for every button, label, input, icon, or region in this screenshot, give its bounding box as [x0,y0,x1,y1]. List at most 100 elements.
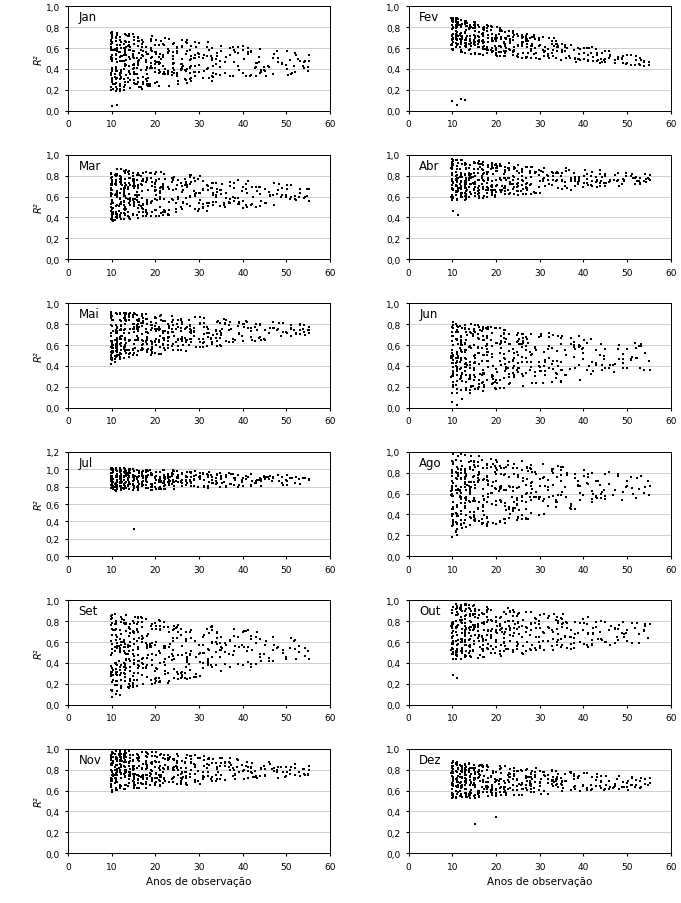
Point [185,326,196,340]
Point [451,41,462,55]
Point [622,634,633,648]
Point [478,366,489,380]
Point [446,621,457,636]
Point [127,192,138,207]
Point [451,634,462,648]
Point [167,319,178,333]
Point [163,208,174,222]
Point [115,470,126,484]
Point [474,157,485,172]
Point [469,494,480,508]
Point [124,766,135,780]
Point [495,185,506,200]
Point [635,774,646,788]
Point [447,465,458,479]
Point [225,193,236,208]
Point [488,766,498,780]
Point [185,623,196,638]
Point [247,197,257,211]
Point [140,312,151,327]
Point [534,629,545,644]
Point [486,624,496,638]
Point [141,209,152,224]
Point [202,654,213,668]
Point [110,656,121,671]
Point [478,378,489,393]
Point [142,332,153,347]
Point [110,68,121,82]
Point [112,321,123,335]
Point [512,334,523,349]
Point [168,464,178,479]
Point [264,190,275,204]
Point [210,324,221,339]
Point [513,606,524,620]
Point [154,482,165,497]
Point [159,758,170,772]
Point [158,49,169,63]
Point [491,498,502,513]
Point [189,321,200,335]
Point [172,192,183,207]
Point [127,48,138,62]
Point [487,497,498,511]
Point [116,666,127,681]
Point [162,330,173,344]
Point [560,368,571,383]
Point [185,475,196,489]
Point [142,318,153,332]
Point [465,449,476,463]
Point [507,485,518,499]
Point [278,643,289,657]
Point [129,189,140,203]
Point [221,480,232,495]
Text: Abr: Abr [419,160,440,172]
Point [116,610,127,625]
Point [107,202,118,217]
Point [469,28,480,42]
Point [111,481,122,496]
Point [164,640,175,655]
Point [131,194,142,209]
Point [452,509,463,524]
Point [483,28,494,42]
Point [207,660,218,675]
Point [212,760,223,775]
Point [548,167,558,182]
Point [146,483,157,498]
Point [282,474,293,489]
Point [473,180,484,194]
Point [202,757,212,771]
Point [455,770,466,785]
Point [168,662,179,676]
Point [579,170,590,184]
Point [149,346,160,360]
Point [118,656,129,670]
Point [155,192,165,207]
Point [518,335,529,349]
Point [477,500,488,515]
Point [131,621,142,636]
Point [455,180,466,194]
Point [452,787,462,802]
Point [494,493,505,507]
Point [268,68,279,82]
Point [167,69,178,83]
Point [447,33,458,48]
Point [180,479,191,493]
Point [460,608,471,622]
Point [621,170,632,184]
Point [522,769,533,784]
Point [464,370,475,385]
Point [115,36,126,51]
Point [189,768,200,782]
Point [500,786,511,800]
Point [459,767,470,781]
Point [125,679,136,694]
Point [496,761,507,776]
Point [494,619,505,633]
Point [146,770,157,785]
Point [264,654,275,668]
Point [112,768,123,782]
Point [573,770,584,785]
